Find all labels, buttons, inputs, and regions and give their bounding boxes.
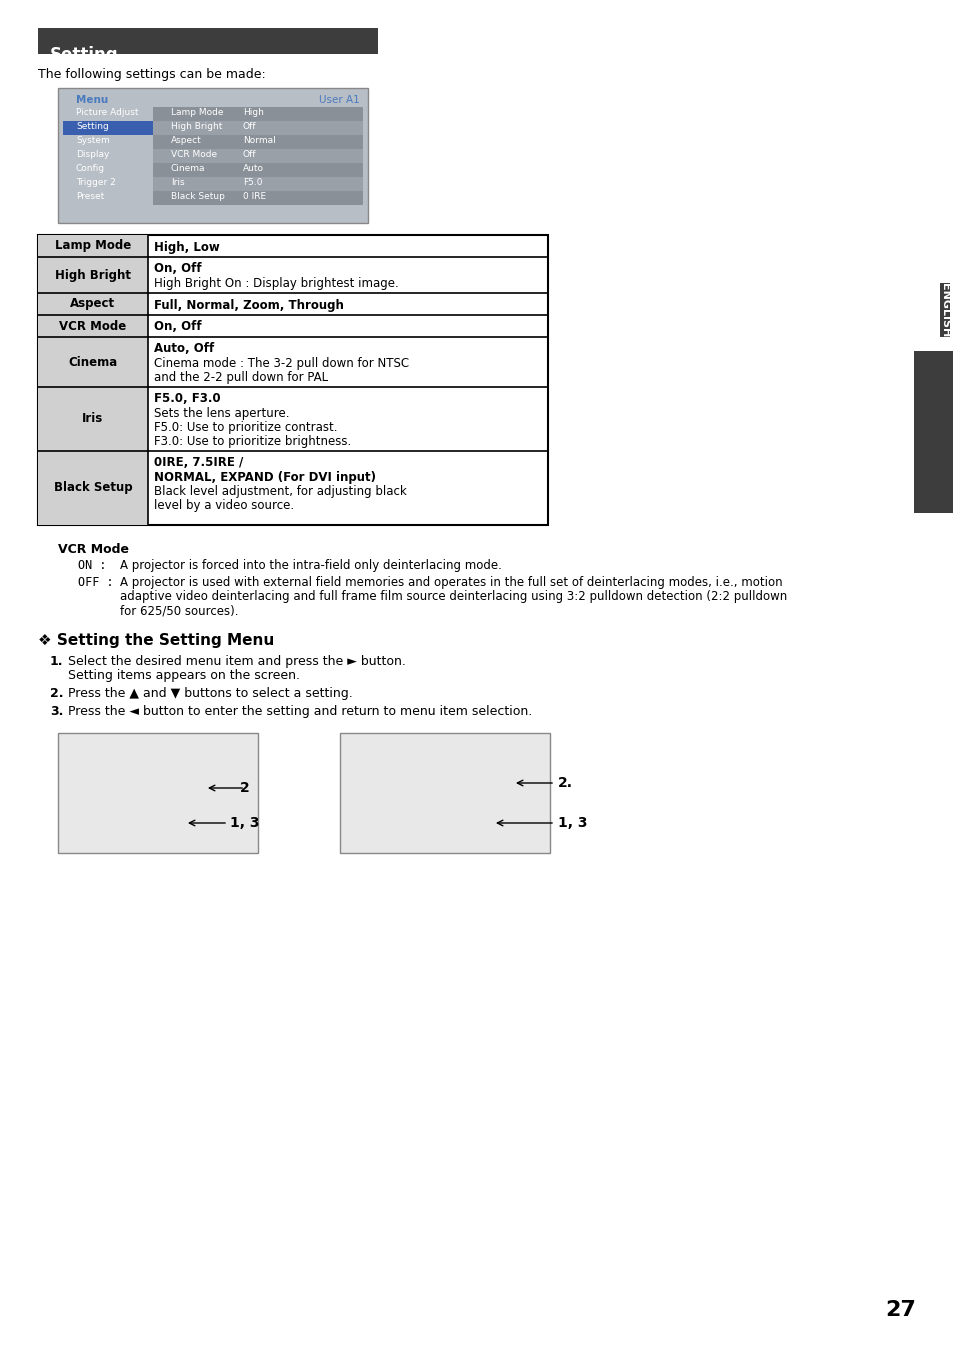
Text: F5.0: Use to prioritize contrast.: F5.0: Use to prioritize contrast.: [153, 420, 337, 434]
Bar: [38, 336, 148, 386]
Text: Cinema: Cinema: [171, 163, 205, 173]
Bar: [63, 122, 152, 135]
Bar: [38, 235, 148, 257]
Text: 0IRE, 7.5IRE /: 0IRE, 7.5IRE /: [153, 457, 243, 470]
Bar: [38, 257, 148, 293]
Text: F5.0, F3.0: F5.0, F3.0: [153, 393, 220, 405]
Text: ENGLISH: ENGLISH: [939, 282, 949, 338]
Text: Cinema: Cinema: [69, 355, 117, 369]
Bar: [339, 734, 550, 852]
Text: Display: Display: [76, 150, 110, 159]
Bar: [58, 88, 368, 223]
Bar: [38, 28, 377, 54]
Text: Auto: Auto: [243, 163, 264, 173]
Text: Setting: Setting: [76, 122, 109, 131]
Bar: [152, 107, 363, 122]
Text: Menu: Menu: [76, 95, 108, 105]
Bar: [152, 149, 363, 163]
Text: 1, 3: 1, 3: [230, 816, 259, 830]
Text: VCR Mode: VCR Mode: [58, 543, 129, 557]
Text: Lamp Mode: Lamp Mode: [171, 108, 223, 118]
Text: Lamp Mode: Lamp Mode: [55, 239, 131, 253]
Text: for 625/50 sources).: for 625/50 sources).: [120, 604, 238, 617]
Text: Setting: Setting: [50, 46, 118, 63]
Text: VCR Mode: VCR Mode: [171, 150, 217, 159]
Text: and the 2-2 pull down for PAL: and the 2-2 pull down for PAL: [153, 370, 328, 384]
Text: High Bright: High Bright: [171, 122, 222, 131]
Bar: [38, 386, 148, 451]
Text: High: High: [243, 108, 264, 118]
Text: 1, 3: 1, 3: [558, 816, 587, 830]
Text: Press the ◄ button to enter the setting and return to menu item selection.: Press the ◄ button to enter the setting …: [68, 705, 532, 717]
Text: F3.0: Use to prioritize brightness.: F3.0: Use to prioritize brightness.: [153, 435, 351, 447]
Text: Black Setup: Black Setup: [171, 192, 225, 201]
Text: The following settings can be made:: The following settings can be made:: [38, 68, 266, 81]
Text: adaptive video deinterlacing and full frame film source deinterlacing using 3:2 : adaptive video deinterlacing and full fr…: [120, 590, 786, 603]
Text: Black level adjustment, for adjusting black: Black level adjustment, for adjusting bl…: [153, 485, 406, 497]
Bar: [38, 235, 547, 526]
Text: 2.: 2.: [558, 775, 573, 790]
Text: F5.0: F5.0: [243, 178, 262, 186]
Text: Preset: Preset: [76, 192, 104, 201]
Bar: [152, 177, 363, 190]
Text: Normal: Normal: [243, 136, 275, 145]
Text: High Bright On : Display brightest image.: High Bright On : Display brightest image…: [153, 277, 398, 289]
Text: Off: Off: [243, 150, 256, 159]
Text: level by a video source.: level by a video source.: [153, 499, 294, 512]
Text: ❖ Setting the Setting Menu: ❖ Setting the Setting Menu: [38, 634, 274, 648]
Text: Cinema mode : The 3-2 pull down for NTSC: Cinema mode : The 3-2 pull down for NTSC: [153, 357, 409, 370]
Text: Trigger 2: Trigger 2: [76, 178, 115, 186]
Text: Full, Normal, Zoom, Through: Full, Normal, Zoom, Through: [153, 299, 343, 312]
Text: High Bright: High Bright: [55, 269, 131, 281]
Text: 2.: 2.: [50, 688, 64, 700]
Text: On, Off: On, Off: [153, 320, 201, 334]
Text: A projector is forced into the intra-field only deinterlacing mode.: A projector is forced into the intra-fie…: [120, 559, 501, 571]
Text: NORMAL, EXPAND (For DVI input): NORMAL, EXPAND (For DVI input): [153, 470, 375, 484]
Text: High, Low: High, Low: [153, 240, 219, 254]
Text: Black Setup: Black Setup: [53, 481, 132, 494]
Text: Press the ▲ and ▼ buttons to select a setting.: Press the ▲ and ▼ buttons to select a se…: [68, 688, 353, 700]
Bar: [38, 293, 148, 315]
Text: Off: Off: [243, 122, 256, 131]
Text: 2: 2: [240, 781, 250, 794]
Text: OFF :: OFF :: [78, 576, 113, 589]
Text: 1.: 1.: [50, 655, 64, 667]
Text: On, Off: On, Off: [153, 262, 201, 276]
Text: Select the desired menu item and press the ► button.: Select the desired menu item and press t…: [68, 655, 405, 667]
Bar: [152, 190, 363, 205]
Text: System: System: [76, 136, 110, 145]
Bar: [152, 163, 363, 177]
Text: Setting items appears on the screen.: Setting items appears on the screen.: [68, 669, 299, 682]
Bar: [38, 315, 148, 336]
Text: 0 IRE: 0 IRE: [243, 192, 266, 201]
Text: Iris: Iris: [82, 412, 104, 426]
Bar: [152, 135, 363, 149]
Text: VCR Mode: VCR Mode: [59, 319, 127, 332]
Bar: [38, 451, 148, 526]
Text: Iris: Iris: [171, 178, 185, 186]
Bar: [58, 734, 257, 852]
Text: Sets the lens aperture.: Sets the lens aperture.: [153, 407, 289, 420]
Text: Auto, Off: Auto, Off: [153, 343, 214, 355]
Text: Picture Adjust: Picture Adjust: [76, 108, 138, 118]
Text: Aspect: Aspect: [171, 136, 201, 145]
Text: Aspect: Aspect: [71, 297, 115, 311]
Text: A projector is used with external field memories and operates in the full set of: A projector is used with external field …: [120, 576, 781, 589]
Text: 27: 27: [884, 1300, 915, 1320]
Text: ON :: ON :: [78, 559, 107, 571]
Text: User A1: User A1: [319, 95, 359, 105]
Text: Config: Config: [76, 163, 105, 173]
Bar: [152, 122, 363, 135]
Text: 3.: 3.: [50, 705, 63, 717]
